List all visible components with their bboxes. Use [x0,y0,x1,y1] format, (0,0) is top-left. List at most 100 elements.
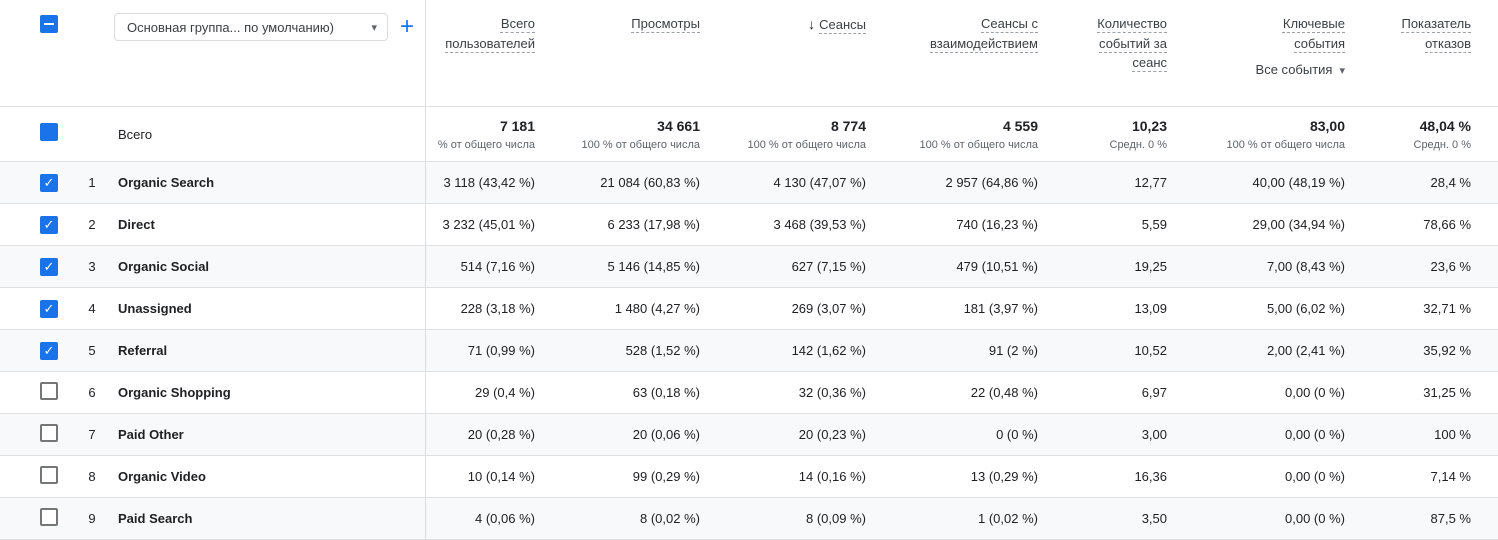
metric-value: 13,09 [1038,287,1167,330]
column-header-3[interactable]: ↓ Сеансы [700,0,866,107]
row-name: Organic Social [114,245,426,288]
totals-cell: 83,00 100 % от общего числа [1167,106,1345,162]
totals-row: Всего 7 181 % от общего числа 34 661 100 % … [0,106,1498,162]
metric-value: 20 (0,28 %) [425,413,535,456]
row-index: 4 [70,287,114,330]
column-label: Всего пользователей [445,16,535,51]
table-body: ✓ 1 Organic Search 3 118 (43,42 %) 21 084 (6… [0,161,1498,540]
metric-value: 100 % [1345,413,1498,456]
metric-value: 5,00 (6,02 %) [1167,287,1345,330]
totals-subtext: % от общего числа [437,138,535,151]
metric-value: 1 (0,02 %) [866,497,1038,540]
row-select-cell: ✓ [0,161,70,204]
table-row: 6 Organic Shopping 29 (0,4 %) 63 (0,18 %) 32… [0,371,1498,414]
metric-value: 0 (0 %) [866,413,1038,456]
totals-value: 34 661 [657,117,700,134]
metric-value: 228 (3,18 %) [425,287,535,330]
metric-value: 91 (2 %) [866,329,1038,372]
totals-subtext: 100 % от общего числа [581,138,700,151]
metric-value: 6 233 (17,98 %) [535,203,700,246]
totals-value: 4 559 [1002,117,1038,134]
column-header-4[interactable]: Сеансы с взаимодействием [866,0,1038,107]
metric-value: 2 957 (64,86 %) [866,161,1038,204]
metric-value: 7,00 (8,43 %) [1167,245,1345,288]
row-checkbox[interactable]: ✓ [40,215,58,234]
row-index: 6 [70,371,114,414]
metric-value: 5,59 [1038,203,1167,246]
metric-value: 10,52 [1038,329,1167,372]
row-index: 3 [70,245,114,288]
row-checkbox[interactable]: ✓ [40,299,58,318]
metric-value: 3 232 (45,01 %) [425,203,535,246]
metric-value: 29,00 (34,94 %) [1167,203,1345,246]
metric-value: 12,77 [1038,161,1167,204]
row-checkbox[interactable] [40,508,58,526]
totals-cell: 48,04 % Средн. 0 % [1345,106,1498,162]
totals-value: 10,23 [1131,117,1167,134]
row-select-cell [0,455,70,498]
metric-value: 0,00 (0 %) [1167,413,1345,456]
metric-value: 3 468 (39,53 %) [700,203,866,246]
row-name: Organic Video [114,455,426,498]
column-label: Показатель отказов [1401,16,1471,51]
column-header-1[interactable]: Всего пользователей [425,0,535,107]
metric-value: 99 (0,29 %) [535,455,700,498]
dimension-toolbar: Основная группа... по умолчанию) ▾ + [114,0,425,41]
metric-value: 6,97 [1038,371,1167,414]
dimension-selector[interactable]: Основная группа... по умолчанию) ▾ [114,13,388,41]
column-label: Сеансы с взаимодействием [930,16,1038,51]
row-index: 8 [70,455,114,498]
column-header-7[interactable]: Показатель отказов [1345,0,1498,107]
row-index: 1 [70,161,114,204]
metric-value: 40,00 (48,19 %) [1167,161,1345,204]
row-checkbox[interactable] [40,382,58,400]
table-row: ✓ 4 Unassigned 228 (3,18 %) 1 480 (4,27 %) 26… [0,287,1498,330]
row-select-cell: ✓ [0,203,70,246]
column-header-6[interactable]: Ключевые события Все события ▾ [1167,0,1345,107]
table-row: ✓ 2 Direct 3 232 (45,01 %) 6 233 (17,98 %) 3 … [0,203,1498,246]
metric-value: 4 130 (47,07 %) [700,161,866,204]
column-label: Сеансы [819,17,866,32]
table-row: 8 Organic Video 10 (0,14 %) 99 (0,29 %) 14 (… [0,455,1498,498]
totals-value: 7 181 [499,117,535,134]
totals-cell: 8 774 100 % от общего числа [700,106,866,162]
metric-value: 21 084 (60,83 %) [535,161,700,204]
key-events-filter-dropdown[interactable]: Все события ▾ [1167,62,1345,77]
row-select-cell: ✓ [0,245,70,288]
metric-value: 181 (3,97 %) [866,287,1038,330]
row-checkbox[interactable]: ✓ [40,257,58,276]
row-index: 7 [70,413,114,456]
totals-label: Всего [114,106,426,162]
row-checkbox[interactable] [40,424,58,442]
row-checkbox[interactable]: ✓ [40,341,58,360]
totals-cell: 4 559 100 % от общего числа [866,106,1038,162]
column-header-2[interactable]: Просмотры [535,0,700,107]
totals-index-cell [70,106,114,162]
row-select-cell: ✓ [0,287,70,330]
row-checkbox[interactable] [40,466,58,484]
row-index: 2 [70,203,114,246]
metric-value: 479 (10,51 %) [866,245,1038,288]
select-all-checkbox[interactable] [40,15,58,33]
row-name: Paid Other [114,413,426,456]
totals-subtext: 100 % от общего числа [747,138,866,151]
table-row: ✓ 5 Referral 71 (0,99 %) 528 (1,52 %) 142 (1,… [0,329,1498,372]
metric-value: 7,14 % [1345,455,1498,498]
add-dimension-button[interactable]: + [400,13,415,40]
metric-value: 23,6 % [1345,245,1498,288]
caret-down-icon: ▾ [1339,65,1345,77]
metric-value: 1 480 (4,27 %) [535,287,700,330]
totals-subtext: 100 % от общего числа [919,138,1038,151]
totals-value: 83,00 [1309,117,1345,134]
column-label: Просмотры [631,16,700,31]
metric-value: 16,36 [1038,455,1167,498]
column-header-5[interactable]: Количество событий за сеанс [1038,0,1167,107]
metric-value: 13 (0,29 %) [866,455,1038,498]
metric-value: 2,00 (2,41 %) [1167,329,1345,372]
totals-value: 8 774 [830,117,866,134]
totals-checkbox[interactable] [40,122,58,141]
row-index: 5 [70,329,114,372]
metric-value: 3,50 [1038,497,1167,540]
row-checkbox[interactable]: ✓ [40,173,58,192]
metric-value: 8 (0,09 %) [700,497,866,540]
